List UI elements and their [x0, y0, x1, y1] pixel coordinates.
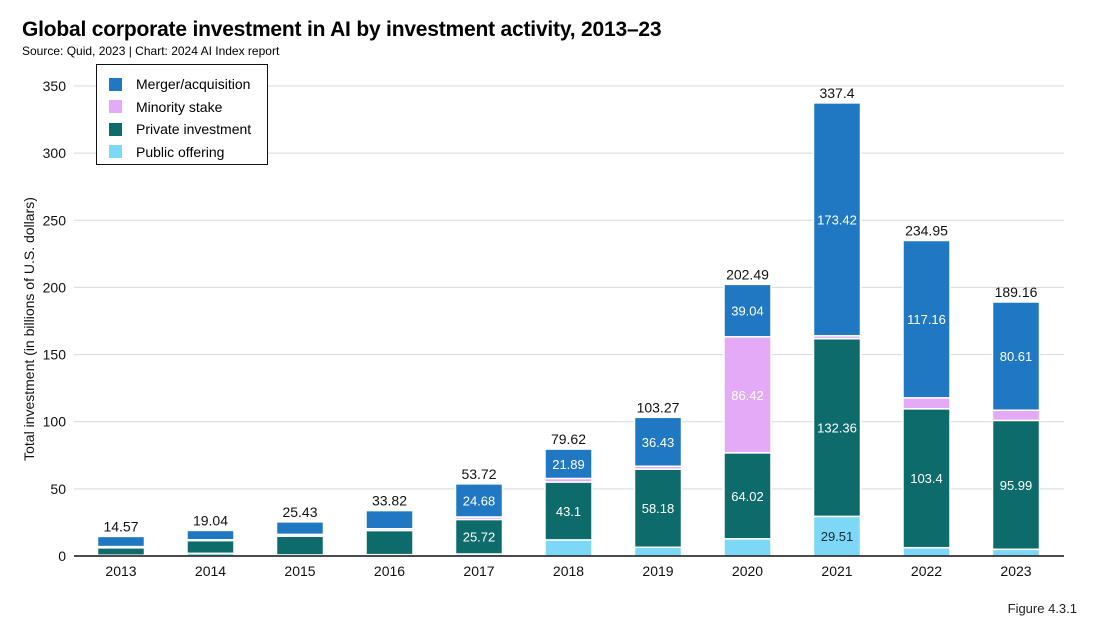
figure-label: Figure 4.3.1 — [1007, 601, 1077, 616]
bar-total-label: 202.49 — [726, 266, 769, 282]
y-tick-label: 350 — [43, 78, 67, 94]
x-tick-label: 2021 — [821, 563, 852, 579]
x-tick-label: 2022 — [911, 563, 942, 579]
bar-total-label: 337.4 — [819, 85, 854, 101]
bar-total-label: 14.57 — [103, 518, 138, 534]
bar-total-label: 103.27 — [637, 399, 680, 415]
bar-segment — [812, 102, 862, 337]
bar-segment — [275, 535, 325, 556]
bar-segment — [991, 419, 1041, 551]
bar-segment — [365, 509, 414, 530]
x-tick-label: 2015 — [284, 563, 315, 579]
legend-label: Private investment — [136, 121, 252, 138]
bar-value-label: 86.42 — [731, 388, 764, 403]
y-tick-label: 300 — [43, 145, 67, 161]
bar-value-label: 29.51 — [821, 529, 854, 544]
x-tick-label: 2019 — [642, 563, 673, 579]
bar-value-label: 39.04 — [731, 304, 764, 319]
bar-segment — [812, 337, 862, 518]
bar-total-label: 79.62 — [551, 431, 586, 447]
bar-segment — [544, 448, 593, 480]
bar-segment — [723, 452, 772, 540]
bar-total-label: 33.82 — [372, 493, 407, 509]
bar-value-label: 25.72 — [463, 530, 496, 545]
chart-legend: Merger/acquisition Minority stake Private … — [96, 64, 268, 165]
legend-label: Merger/acquisition — [136, 76, 251, 93]
bar-value-label: 21.89 — [552, 457, 585, 472]
legend-swatch — [109, 122, 122, 136]
bar-total-label: 189.16 — [995, 284, 1038, 300]
bar-value-label: 80.61 — [1000, 349, 1033, 364]
bar-segment — [633, 468, 683, 549]
bar-segment — [186, 529, 235, 541]
bar-segment — [96, 535, 146, 548]
bar-segment — [991, 409, 1041, 422]
bar-segment — [544, 481, 593, 541]
legend-entry: Private investment — [109, 118, 267, 141]
y-axis-label: Total investment (in billions of U.S. do… — [21, 197, 37, 461]
bar-value-label: 58.18 — [642, 501, 675, 516]
bar-segment — [902, 239, 951, 399]
y-tick-label: 250 — [43, 212, 67, 228]
legend-entry: Merger/acquisition — [109, 73, 267, 96]
bar-segment — [544, 539, 593, 557]
legend-label: Public offering — [136, 143, 225, 160]
x-tick-label: 2014 — [195, 563, 226, 579]
bar-segment — [723, 538, 772, 557]
bar-value-label: 95.99 — [1000, 478, 1033, 493]
bar-value-label: 36.43 — [642, 435, 675, 450]
bar-segment — [991, 548, 1041, 557]
bar-value-label: 24.68 — [463, 493, 496, 508]
bar-total-label: 53.72 — [461, 466, 496, 482]
bar-value-label: 64.02 — [731, 489, 764, 504]
bar-value-label: 117.16 — [907, 312, 946, 327]
legend-swatch — [109, 100, 122, 114]
bar-total-label: 234.95 — [905, 222, 948, 238]
legend-entry: Public offering — [109, 141, 267, 164]
x-tick-label: 2020 — [732, 563, 763, 579]
bar-segment — [275, 521, 325, 536]
bar-segment — [902, 546, 951, 557]
bar-segment — [96, 547, 146, 556]
legend-swatch — [109, 77, 122, 91]
bar-segment — [454, 518, 504, 555]
legend-label: Minority stake — [136, 98, 223, 115]
x-tick-label: 2016 — [374, 563, 405, 579]
bar-segment — [902, 397, 951, 410]
y-tick-label: 200 — [43, 279, 67, 295]
chart-subtitle: Source: Quid, 2023 | Chart: 2024 AI Inde… — [22, 44, 280, 58]
legend-swatch — [109, 145, 122, 159]
y-tick-label: 0 — [58, 548, 66, 564]
bar-value-label: 43.1 — [556, 504, 581, 519]
bar-total-label: 19.04 — [193, 512, 228, 528]
bar-value-label: 173.42 — [817, 212, 857, 227]
bar-segment — [454, 483, 504, 518]
bar-segment — [991, 301, 1041, 411]
x-tick-label: 2017 — [463, 563, 494, 579]
bar-total-label: 25.43 — [282, 504, 317, 520]
y-tick-label: 50 — [50, 481, 66, 497]
bar-value-label: 132.36 — [817, 421, 857, 436]
x-tick-label: 2018 — [553, 563, 584, 579]
bar-value-label: 103.4 — [910, 471, 943, 486]
x-tick-label: 2023 — [1000, 563, 1031, 579]
bar-segment — [186, 539, 235, 555]
x-tick-label: 2013 — [105, 563, 136, 579]
legend-entry: Minority stake — [109, 96, 267, 119]
y-tick-label: 100 — [43, 414, 67, 430]
y-tick-label: 150 — [43, 347, 67, 363]
bar-segment — [365, 529, 414, 556]
bar-segment — [723, 283, 772, 338]
bar-segment — [633, 546, 683, 557]
bar-segment — [633, 416, 683, 467]
chart-title: Global corporate investment in AI by inv… — [22, 18, 662, 41]
